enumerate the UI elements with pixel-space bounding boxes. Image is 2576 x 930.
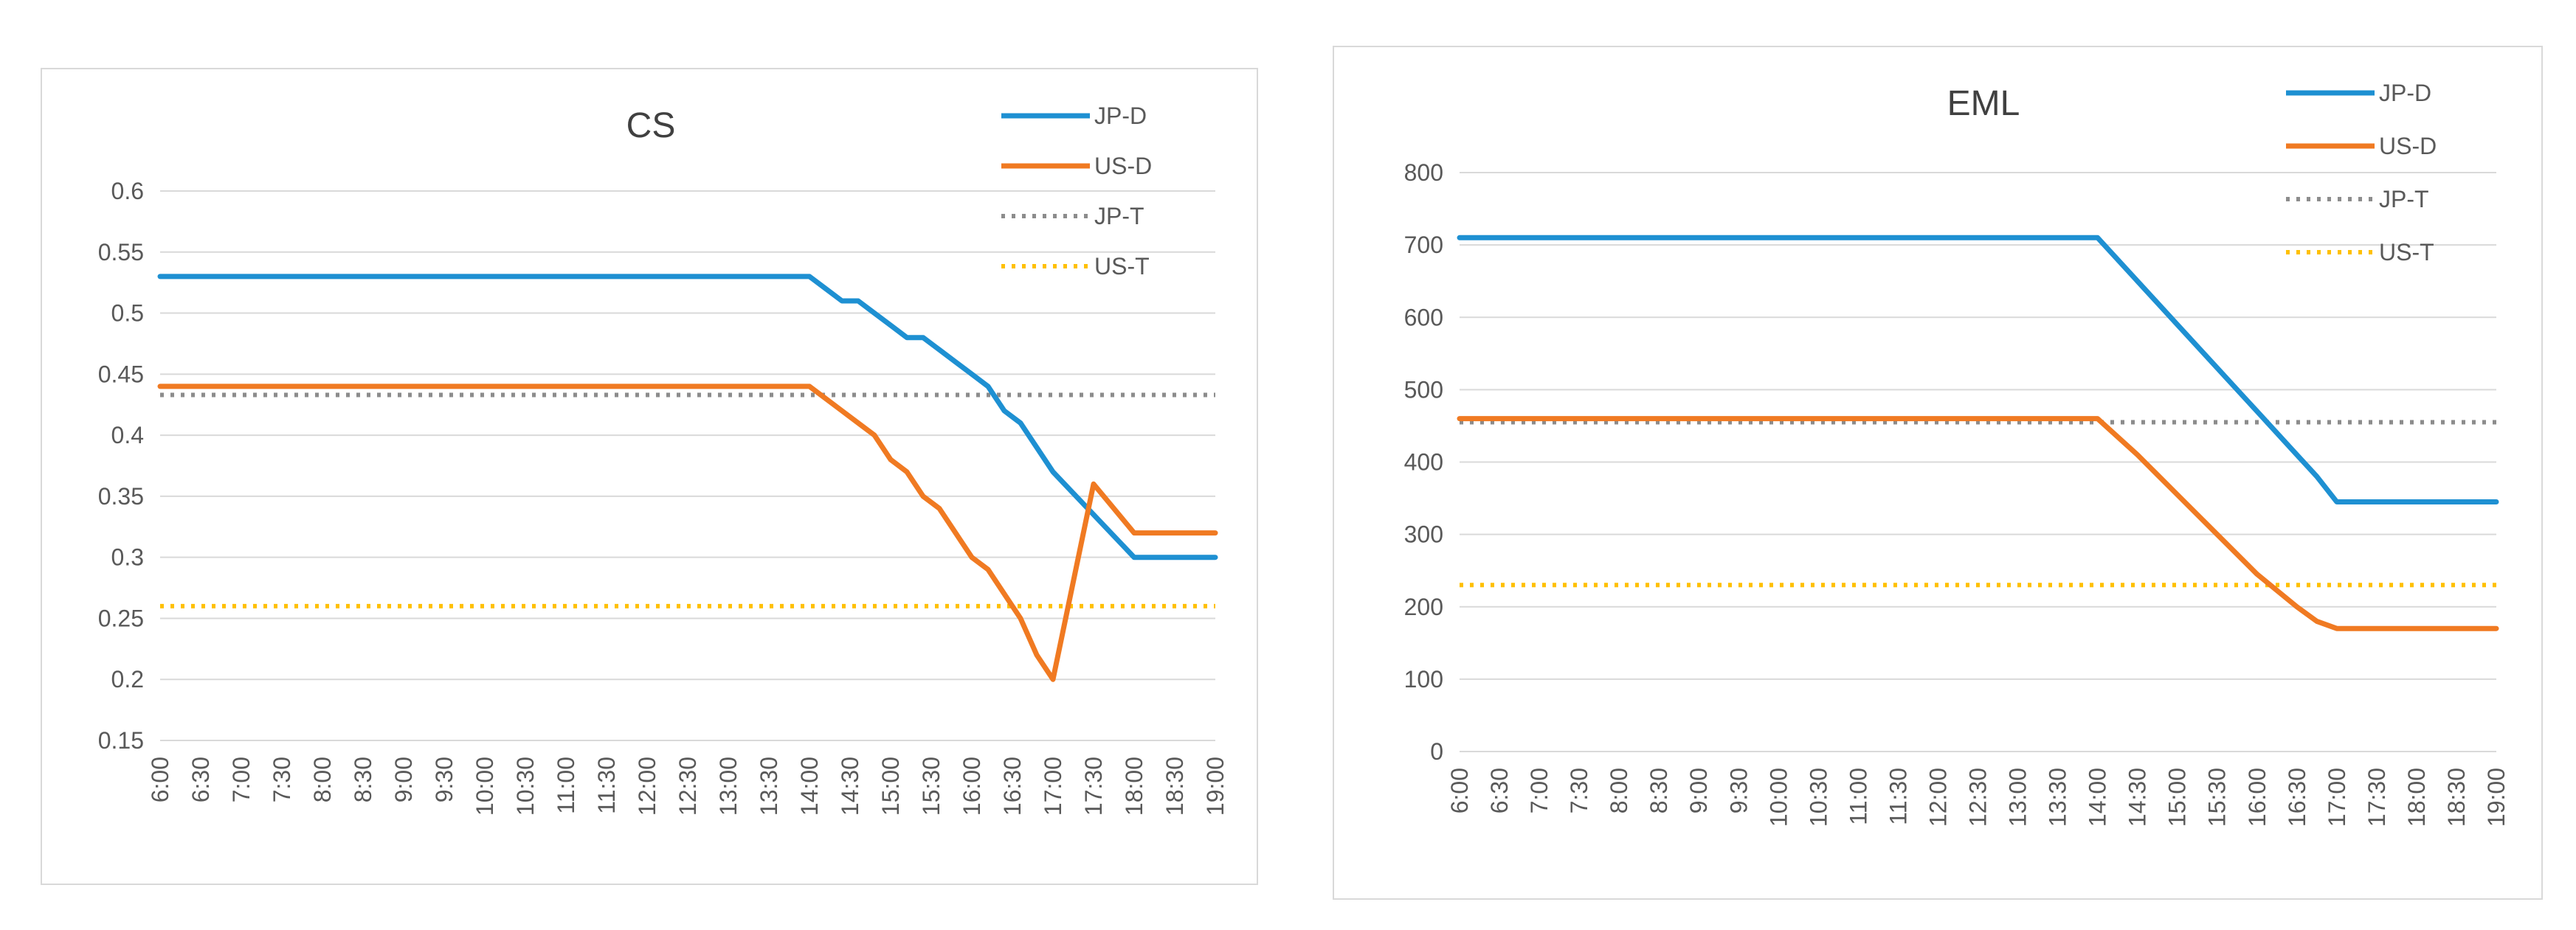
x-tick-label: 8:30 (350, 757, 376, 802)
x-tick-label: 10:00 (472, 757, 498, 816)
x-tick-label: 15:30 (2204, 768, 2231, 827)
y-tick-label: 800 (1404, 159, 1443, 186)
y-tick-label: 0 (1430, 738, 1443, 765)
y-tick-label: 0.5 (111, 300, 144, 327)
cs-series-jp-d-line (157, 274, 1218, 561)
x-tick-label: 6:30 (187, 757, 214, 802)
legend-label-jp-t: JP-T (1094, 203, 1144, 229)
x-tick-label: 15:00 (877, 757, 904, 816)
x-tick-label: 8:00 (1606, 768, 1632, 813)
y-tick-label: 100 (1404, 666, 1443, 693)
x-tick-label: 16:00 (959, 757, 985, 816)
x-tick-label: 19:00 (1202, 757, 1229, 816)
x-tick-label: 7:00 (228, 757, 255, 802)
eml-chart: EML 0 100 200 300 400 500 600 700 800 6:00 6:30 7:0… (1404, 80, 2510, 827)
y-tick-label: 0.6 (111, 178, 144, 204)
x-tick-label: 7:00 (1526, 768, 1553, 813)
x-tick-label: 11:30 (1885, 768, 1911, 825)
cs-series-us-d-line (157, 384, 1218, 682)
x-tick-label: 12:30 (674, 757, 701, 816)
y-tick-label: 300 (1404, 521, 1443, 548)
x-tick-label: 18:30 (1161, 757, 1188, 816)
y-tick-label: 600 (1404, 304, 1443, 330)
y-tick-label: 700 (1404, 232, 1443, 258)
legend-label-us-d: US-D (2379, 133, 2437, 159)
x-tick-label: 13:00 (2005, 768, 2031, 827)
eml-series-us-d-line (1457, 416, 2499, 631)
x-tick-label: 17:30 (1080, 757, 1107, 816)
y-tick-label: 500 (1404, 376, 1443, 403)
cs-chart: CS 0.15 0.2 0.25 0.3 0.35 0.4 0.45 0.5 0.55 0.6 6:… (98, 103, 1229, 816)
x-tick-label: 8:00 (309, 757, 336, 802)
x-tick-label: 6:00 (147, 757, 173, 802)
x-tick-label: 10:00 (1765, 768, 1792, 827)
x-tick-label: 13:00 (715, 757, 742, 816)
x-tick-label: 18:00 (2403, 768, 2430, 827)
x-tick-label: 16:00 (2244, 768, 2271, 827)
x-tick-label: 18:00 (1121, 757, 1147, 816)
x-tick-label: 14:30 (2124, 768, 2151, 827)
x-tick-label: 11:30 (593, 757, 620, 814)
y-tick-label: 0.15 (98, 727, 144, 754)
x-tick-label: 9:00 (390, 757, 417, 802)
x-tick-label: 18:30 (2443, 768, 2470, 827)
legend-label-jp-t: JP-T (2379, 186, 2429, 212)
x-tick-label: 11:00 (1845, 768, 1871, 825)
x-tick-label: 9:00 (1685, 768, 1712, 813)
y-tick-label: 0.55 (98, 239, 144, 266)
x-tick-label: 12:30 (1965, 768, 1992, 827)
y-tick-label: 400 (1404, 449, 1443, 476)
x-tick-label: 10:30 (1805, 768, 1831, 827)
y-tick-label: 200 (1404, 594, 1443, 620)
legend-label-us-t: US-T (1094, 253, 1150, 280)
x-tick-label: 7:30 (269, 757, 295, 802)
cs-chart-title: CS (626, 106, 676, 145)
x-tick-label: 14:00 (2085, 768, 2111, 827)
x-tick-label: 17:00 (2324, 768, 2350, 827)
x-tick-label: 12:00 (1924, 768, 1951, 827)
x-tick-label: 14:00 (796, 757, 823, 816)
legend-label-us-t: US-T (2379, 239, 2434, 266)
x-tick-label: 15:30 (918, 757, 945, 816)
x-tick-label: 11:00 (553, 757, 579, 814)
x-tick-label: 6:00 (1446, 768, 1473, 813)
x-tick-label: 9:30 (1725, 768, 1752, 813)
x-tick-label: 17:00 (1040, 757, 1066, 816)
x-tick-label: 8:30 (1646, 768, 1672, 813)
y-tick-label: 0.35 (98, 483, 144, 510)
eml-series-jp-d-line (1457, 235, 2499, 504)
x-tick-label: 16:30 (999, 757, 1026, 816)
x-tick-label: 7:30 (1566, 768, 1592, 813)
x-tick-label: 13:30 (2045, 768, 2071, 827)
x-tick-label: 12:00 (634, 757, 660, 816)
x-tick-label: 6:30 (1486, 768, 1513, 813)
x-tick-label: 17:30 (2363, 768, 2390, 827)
x-tick-label: 13:30 (756, 757, 782, 816)
y-tick-label: 0.45 (98, 361, 144, 387)
x-tick-label: 15:00 (2164, 768, 2191, 827)
y-tick-label: 0.3 (111, 544, 144, 571)
legend-label-us-d: US-D (1094, 153, 1152, 179)
x-tick-label: 9:30 (431, 757, 457, 802)
y-tick-label: 0.4 (111, 422, 144, 448)
eml-chart-title: EML (1947, 84, 2020, 123)
eml-chart-panel: EML 0 100 200 300 400 500 600 700 800 6:00 6:30 7:0… (1333, 46, 2543, 900)
x-tick-label: 10:30 (512, 757, 539, 816)
legend-label-jp-d: JP-D (2379, 80, 2431, 106)
legend-label-jp-d: JP-D (1094, 103, 1147, 129)
x-tick-label: 14:30 (837, 757, 863, 816)
y-tick-label: 0.25 (98, 605, 144, 631)
y-tick-label: 0.2 (111, 666, 144, 693)
cs-chart-panel: CS 0.15 0.2 0.25 0.3 0.35 0.4 0.45 0.5 0.55 0.6 6:… (41, 68, 1258, 885)
x-tick-label: 16:30 (2284, 768, 2310, 827)
x-tick-label: 19:00 (2483, 768, 2510, 827)
